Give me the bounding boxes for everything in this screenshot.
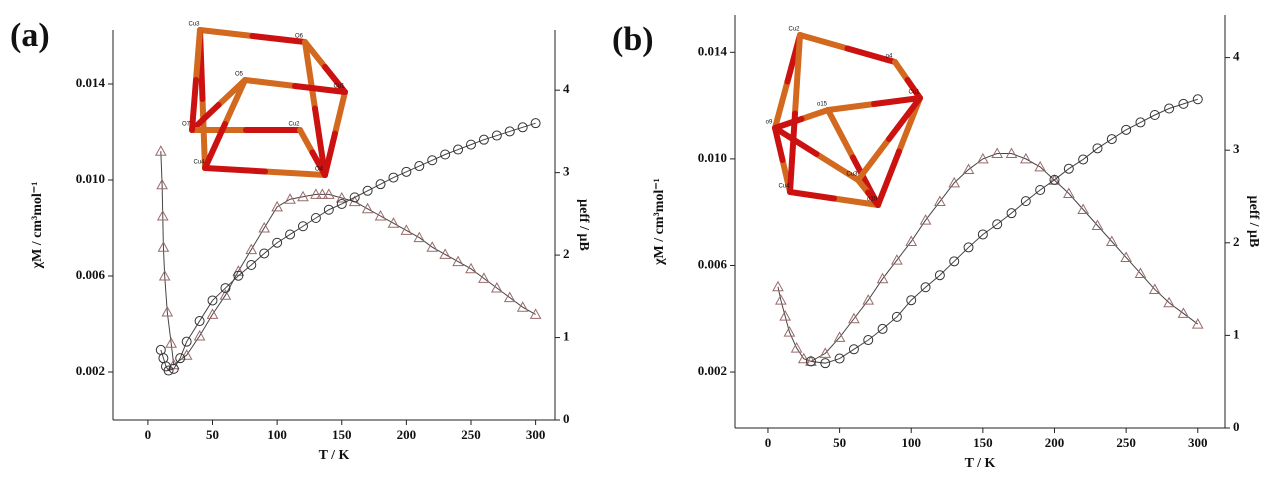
bond [858, 139, 889, 180]
x-tick-label: 150 [973, 435, 993, 450]
x-tick-label: 300 [1188, 435, 1208, 450]
x-tick-label: 0 [765, 435, 772, 450]
y2-tick-label: 0 [563, 411, 570, 426]
y-tick-label: 0.014 [76, 75, 106, 90]
atom-label: o15 [817, 102, 828, 108]
bond [203, 99, 206, 168]
bond [245, 80, 295, 86]
fit-line [161, 123, 536, 370]
y2-tick-label: 1 [563, 329, 570, 344]
y2-axis-label: μeff / μB [576, 199, 591, 251]
panel-label: (a) [10, 17, 50, 54]
bond [802, 110, 829, 119]
atom-label: O6 [295, 34, 304, 40]
atom-label: Cu3 [846, 172, 858, 178]
y2-axis-label: μeff / μB [1246, 196, 1261, 248]
atom-label: Cu2 [788, 27, 800, 33]
x-axis-label: T / K [965, 456, 996, 471]
y-tick-label: 0.010 [698, 150, 727, 165]
fit-line [778, 154, 1198, 362]
y2-tick-label: 2 [563, 246, 570, 261]
atom-label: Cu3 [188, 22, 200, 28]
atom-label: Cu4 [778, 184, 790, 190]
bond [828, 110, 853, 158]
y-axis-label: χM / cm³mol⁻¹ [652, 178, 667, 266]
bond [775, 82, 788, 129]
panel-label: (b) [612, 21, 654, 58]
bond [878, 152, 899, 206]
triangle-marker [773, 282, 783, 291]
atom-label: Cu4 [193, 160, 205, 166]
fit-line [811, 99, 1198, 363]
bond [205, 168, 265, 172]
y2-tick-label: 1 [1233, 326, 1240, 341]
y-tick-label: 0.006 [76, 267, 106, 282]
bond [196, 30, 200, 80]
y2-tick-label: 4 [563, 81, 570, 96]
y2-tick-label: 3 [1233, 141, 1240, 156]
y-tick-label: 0.002 [698, 363, 727, 378]
x-tick-label: 200 [397, 427, 417, 442]
x-axis-label: T / K [319, 448, 350, 463]
y-tick-label: 0.006 [698, 256, 728, 271]
atom-label: O7 [182, 122, 191, 128]
x-tick-label: 200 [1045, 435, 1065, 450]
bond [828, 104, 874, 110]
bond [895, 62, 908, 80]
x-tick-label: 50 [833, 435, 846, 450]
y2-tick-label: 2 [1233, 234, 1240, 249]
bond [335, 92, 345, 134]
atom-label: Cu2 [288, 122, 300, 128]
atom-label: Cu1 [333, 84, 345, 90]
bond [192, 80, 196, 130]
y-tick-label: 0.010 [76, 171, 105, 186]
x-tick-label: 250 [1116, 435, 1136, 450]
y2-tick-label: 4 [1233, 49, 1240, 64]
y-tick-label: 0.014 [698, 43, 728, 58]
y2-tick-label: 3 [563, 164, 570, 179]
bond [790, 192, 834, 199]
atom-label: O5 [235, 72, 244, 78]
atom-label: O4 [315, 167, 324, 173]
bond [200, 30, 253, 36]
atom-label: Cu1 [908, 90, 920, 96]
y-tick-label: 0.002 [76, 363, 105, 378]
x-tick-label: 250 [461, 427, 481, 442]
x-tick-label: 100 [901, 435, 921, 450]
atom-label: o4 [886, 54, 893, 60]
x-tick-label: 50 [206, 427, 219, 442]
atom-label: o9 [766, 120, 773, 126]
x-tick-label: 100 [267, 427, 287, 442]
fit-line [161, 151, 536, 365]
x-tick-label: 0 [145, 427, 152, 442]
y-axis-label: χM / cm³mol⁻¹ [30, 182, 45, 270]
y2-tick-label: 0 [1233, 419, 1240, 434]
x-tick-label: 150 [332, 427, 352, 442]
bond [800, 35, 848, 49]
bond [300, 130, 313, 153]
figure: (a)0501001502002503000.0020.0060.0100.01… [0, 0, 1278, 479]
atom-label: o10 [867, 197, 878, 203]
x-tick-label: 300 [526, 427, 546, 442]
